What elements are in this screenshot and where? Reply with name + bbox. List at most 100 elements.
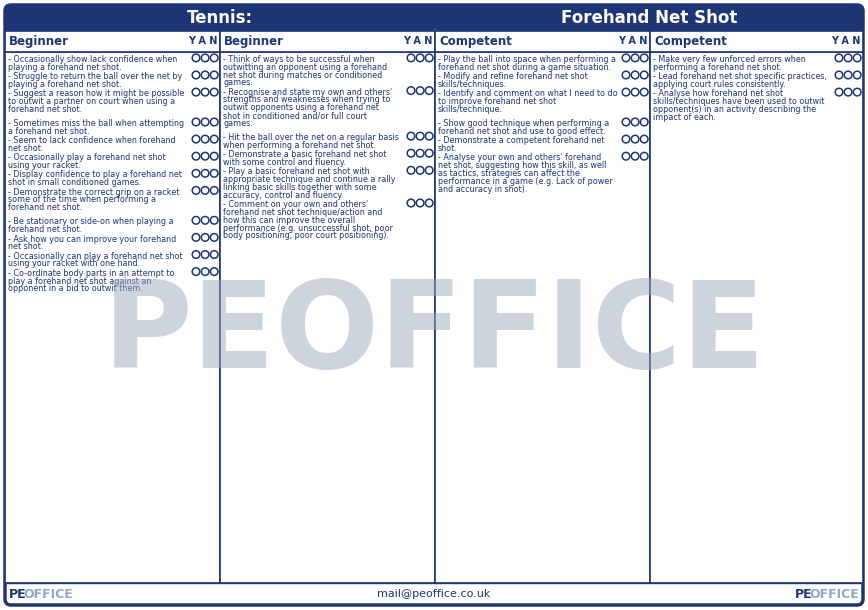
Text: - Make very few unforced errors when: - Make very few unforced errors when xyxy=(653,55,806,64)
Text: - Identify and comment on what I need to do: - Identify and comment on what I need to… xyxy=(438,89,618,98)
Text: forehand net shot during a game situation.: forehand net shot during a game situatio… xyxy=(438,63,611,72)
Text: outwit opponents using a forehand net: outwit opponents using a forehand net xyxy=(223,103,378,112)
Text: - Play the ball into space when performing a: - Play the ball into space when performi… xyxy=(438,55,616,64)
Text: net shot, suggesting how this skill, as well: net shot, suggesting how this skill, as … xyxy=(438,161,607,170)
Text: with some control and fluency.: with some control and fluency. xyxy=(223,158,346,167)
Text: skills/techniques have been used to outwit: skills/techniques have been used to outw… xyxy=(653,97,825,106)
Text: playing a forehand net shot.: playing a forehand net shot. xyxy=(8,80,122,89)
Text: accuracy, control and fluency.: accuracy, control and fluency. xyxy=(223,191,344,200)
Text: forehand net shot and use to good effect.: forehand net shot and use to good effect… xyxy=(438,127,606,136)
Text: net shot.: net shot. xyxy=(8,242,43,251)
Text: OFFICE: OFFICE xyxy=(23,587,73,600)
Text: - Ask how you can improve your forehand: - Ask how you can improve your forehand xyxy=(8,234,176,243)
Text: - Be stationary or side-on when playing a: - Be stationary or side-on when playing … xyxy=(8,217,174,226)
Text: games.: games. xyxy=(223,79,253,87)
Text: - Seem to lack confidence when forehand: - Seem to lack confidence when forehand xyxy=(8,136,175,145)
Text: playing a forehand net shot.: playing a forehand net shot. xyxy=(8,63,122,72)
Text: impact of each.: impact of each. xyxy=(653,113,716,121)
Text: how this can improve the overall: how this can improve the overall xyxy=(223,216,355,224)
Text: some of the time when performing a: some of the time when performing a xyxy=(8,195,156,204)
Text: and accuracy in shot).: and accuracy in shot). xyxy=(438,184,528,193)
Text: mail@peoffice.co.uk: mail@peoffice.co.uk xyxy=(378,589,490,599)
Text: to improve forehand net shot: to improve forehand net shot xyxy=(438,97,556,106)
Text: Y A N: Y A N xyxy=(831,37,860,46)
Text: to outwit a partner on court when using a: to outwit a partner on court when using … xyxy=(8,97,175,106)
Text: performance in a game (e.g. Lack of power: performance in a game (e.g. Lack of powe… xyxy=(438,177,613,185)
Text: when performing a forehand net shot.: when performing a forehand net shot. xyxy=(223,141,376,150)
Text: games.: games. xyxy=(223,119,253,128)
Text: - Struggle to return the ball over the net by: - Struggle to return the ball over the n… xyxy=(8,72,182,81)
Text: Y A N: Y A N xyxy=(618,37,647,46)
Text: Beginner: Beginner xyxy=(9,35,69,48)
Text: - Demonstrate a competent forehand net: - Demonstrate a competent forehand net xyxy=(438,136,604,145)
Text: - Modify and refine forehand net shot: - Modify and refine forehand net shot xyxy=(438,72,588,81)
Text: performing a forehand net shot.: performing a forehand net shot. xyxy=(653,63,782,72)
Text: PEOFFICE: PEOFFICE xyxy=(102,276,766,393)
Text: skills/technique.: skills/technique. xyxy=(438,105,503,114)
Text: a forehand net shot.: a forehand net shot. xyxy=(8,127,89,136)
Text: skills/techniques.: skills/techniques. xyxy=(438,80,507,89)
Text: performance (e.g. unsuccessful shot, poor: performance (e.g. unsuccessful shot, poo… xyxy=(223,223,393,232)
Text: - Display confidence to play a forehand net: - Display confidence to play a forehand … xyxy=(8,170,182,179)
Text: - Occasionally show lack confidence when: - Occasionally show lack confidence when xyxy=(8,55,177,64)
Text: - Demonstrate the correct grip on a racket: - Demonstrate the correct grip on a rack… xyxy=(8,187,180,196)
Bar xyxy=(5,52,220,583)
Text: linking basic skills together with some: linking basic skills together with some xyxy=(223,183,377,192)
Text: play a forehand net shot against an: play a forehand net shot against an xyxy=(8,276,151,285)
Text: - Analyse your own and others' forehand: - Analyse your own and others' forehand xyxy=(438,153,602,162)
Text: using your racket.: using your racket. xyxy=(8,161,81,170)
Text: net shot during matches or conditioned: net shot during matches or conditioned xyxy=(223,71,382,79)
Text: - Hit the ball over the net on a regular basis: - Hit the ball over the net on a regular… xyxy=(223,133,399,142)
Text: strengths and weaknesses when trying to: strengths and weaknesses when trying to xyxy=(223,96,391,104)
Text: Tennis:: Tennis: xyxy=(187,9,253,27)
Text: as tactics, strategies can affect the: as tactics, strategies can affect the xyxy=(438,169,580,178)
Bar xyxy=(435,52,650,583)
Text: - Comment on your own and others': - Comment on your own and others' xyxy=(223,200,368,209)
Text: Competent: Competent xyxy=(654,35,727,48)
Text: - Show good technique when performing a: - Show good technique when performing a xyxy=(438,119,609,128)
Text: opponent in a bid to outwit them.: opponent in a bid to outwit them. xyxy=(8,284,143,293)
Text: PE: PE xyxy=(795,587,812,600)
Text: - Recognise and state my own and others': - Recognise and state my own and others' xyxy=(223,88,392,97)
Text: forehand net shot.: forehand net shot. xyxy=(8,105,82,114)
Bar xyxy=(650,52,863,583)
Text: - Demonstrate a basic forehand net shot: - Demonstrate a basic forehand net shot xyxy=(223,150,386,159)
Bar xyxy=(435,31,650,52)
Text: forehand net shot.: forehand net shot. xyxy=(8,225,82,234)
FancyBboxPatch shape xyxy=(5,5,435,31)
Text: Beginner: Beginner xyxy=(224,35,284,48)
Text: forehand net shot.: forehand net shot. xyxy=(8,203,82,212)
Bar xyxy=(220,52,435,583)
Text: body positioning, poor court positioning).: body positioning, poor court positioning… xyxy=(223,231,389,240)
Text: - Think of ways to be successful when: - Think of ways to be successful when xyxy=(223,55,375,64)
Text: - Co-ordinate body parts in an attempt to: - Co-ordinate body parts in an attempt t… xyxy=(8,268,174,278)
Bar xyxy=(650,31,863,52)
FancyBboxPatch shape xyxy=(435,5,863,31)
Text: - Sometimes miss the ball when attempting: - Sometimes miss the ball when attemptin… xyxy=(8,119,184,128)
Text: Competent: Competent xyxy=(439,35,512,48)
Text: outwitting an opponent using a forehand: outwitting an opponent using a forehand xyxy=(223,63,387,72)
Text: Forehand Net Shot: Forehand Net Shot xyxy=(561,9,737,27)
Text: appropriate technique and continue a rally: appropriate technique and continue a ral… xyxy=(223,175,396,184)
Bar xyxy=(5,31,220,52)
FancyBboxPatch shape xyxy=(5,5,863,605)
Text: Y A N: Y A N xyxy=(187,37,217,46)
Text: PE: PE xyxy=(9,587,27,600)
Text: - Occasionally can play a forehand net shot: - Occasionally can play a forehand net s… xyxy=(8,251,182,260)
Text: - Suggest a reason how it might be possible: - Suggest a reason how it might be possi… xyxy=(8,89,184,98)
Text: applying court rules consistently.: applying court rules consistently. xyxy=(653,80,786,89)
Text: using your racket with one hand.: using your racket with one hand. xyxy=(8,259,140,268)
Text: net shot.: net shot. xyxy=(8,144,43,153)
Text: opponent(s) in an activity describing the: opponent(s) in an activity describing th… xyxy=(653,105,816,114)
Text: - Play a basic forehand net shot with: - Play a basic forehand net shot with xyxy=(223,167,370,176)
Text: shot in conditioned and/or full court: shot in conditioned and/or full court xyxy=(223,111,367,120)
Text: - Analyse how forehand net shot: - Analyse how forehand net shot xyxy=(653,89,783,98)
Text: OFFICE: OFFICE xyxy=(809,587,858,600)
Text: shot.: shot. xyxy=(438,144,457,153)
Bar xyxy=(220,31,435,52)
Text: Y A N: Y A N xyxy=(403,37,432,46)
Text: forehand net shot technique/action and: forehand net shot technique/action and xyxy=(223,208,383,217)
Text: shot in small conditioned games.: shot in small conditioned games. xyxy=(8,178,141,187)
Text: - Occasionally play a forehand net shot: - Occasionally play a forehand net shot xyxy=(8,153,166,162)
Text: - Lead forehand net shot specific practices,: - Lead forehand net shot specific practi… xyxy=(653,72,827,81)
